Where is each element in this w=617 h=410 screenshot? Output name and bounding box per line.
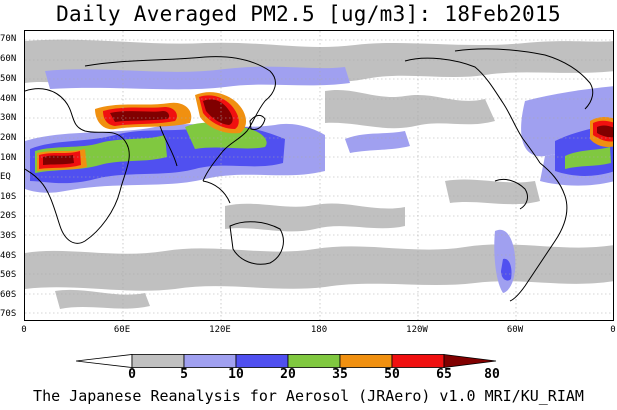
lat-label: 30S (0, 231, 17, 241)
colorbar-swatch (235, 354, 289, 368)
lat-label: 20S (0, 211, 17, 221)
lat-label: 20N (0, 133, 17, 143)
lat-label: 10N (0, 153, 17, 163)
colorbar-swatch (76, 354, 133, 368)
lon-label: 180 (310, 325, 328, 335)
footer-credit: The Japanese Reanalysis for Aerosol (JRA… (33, 387, 584, 405)
lon-label: 0 (21, 325, 27, 335)
map-canvas (25, 31, 613, 320)
colorbar (76, 354, 497, 368)
lon-label: 60E (113, 325, 131, 335)
lat-label: 70N (0, 34, 17, 44)
contour-level-80-plus (43, 99, 613, 165)
pm25-map (24, 30, 614, 321)
map-title: Daily Averaged PM2.5 [ug/m3]: 18Feb2015 (56, 2, 561, 26)
colorbar-swatch (183, 354, 237, 368)
lat-label: 40S (0, 251, 17, 261)
colorbar-label: 5 (180, 367, 188, 382)
colorbar-label: 20 (280, 367, 296, 382)
colorbar-swatch (391, 354, 445, 368)
colorbar-label: 65 (436, 367, 452, 382)
coastlines (25, 48, 594, 302)
lat-label: EQ (0, 172, 11, 182)
lat-label: 70S (0, 309, 17, 319)
colorbar-label: 0 (128, 367, 136, 382)
colorbar-swatch (339, 354, 393, 368)
colorbar-label: 50 (384, 367, 400, 382)
colorbar-label: 80 (484, 367, 500, 382)
lat-label: 40N (0, 94, 17, 104)
colorbar-label: 35 (332, 367, 348, 382)
lat-label: 50N (0, 74, 17, 84)
colorbar-swatch (443, 354, 497, 368)
colorbar-swatch (131, 354, 185, 368)
map-gridlines (25, 31, 613, 320)
lon-label: 60W (506, 325, 524, 335)
lat-label: 60N (0, 54, 17, 64)
colorbar-swatch (287, 354, 341, 368)
lat-label: 10S (0, 192, 17, 202)
lon-label: 0 (610, 325, 616, 335)
lat-label: 60S (0, 290, 17, 300)
lon-label: 120E (209, 325, 231, 335)
lon-label: 120W (406, 325, 428, 335)
lat-label: 30N (0, 113, 17, 123)
colorbar-label: 10 (228, 367, 244, 382)
lat-label: 50S (0, 270, 17, 280)
